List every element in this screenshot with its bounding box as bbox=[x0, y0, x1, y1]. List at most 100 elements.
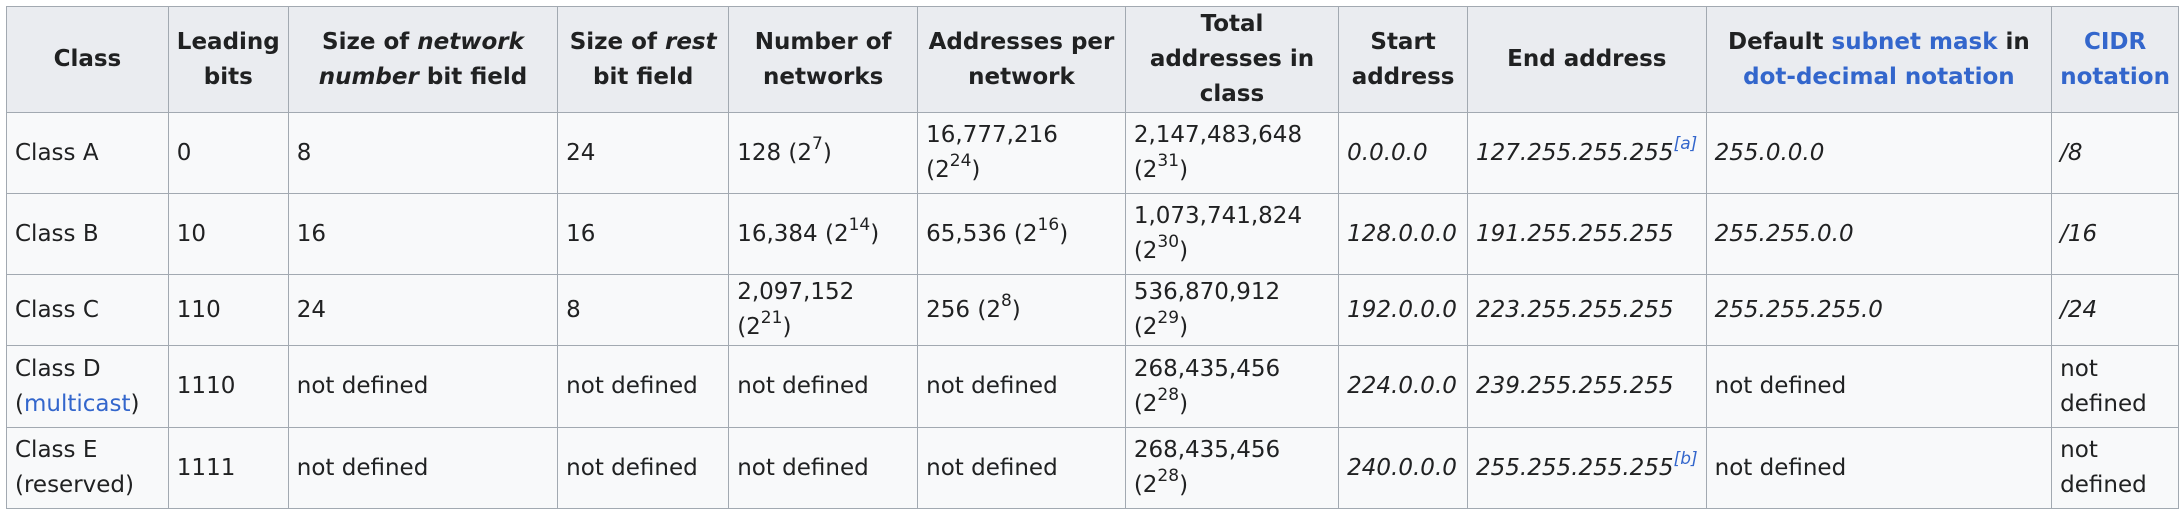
multicast-link[interactable]: multicast bbox=[23, 390, 131, 417]
cell-rest-bits: 16 bbox=[557, 193, 730, 275]
cell-cidr: not defined bbox=[2051, 345, 2179, 428]
cell-leading-bits: 1110 bbox=[167, 345, 289, 428]
cell-cidr: /8 bbox=[2051, 112, 2179, 194]
dot-decimal-notation-link[interactable]: dot-decimal notation bbox=[1743, 63, 2015, 90]
header-network-size: Size of network number bit field bbox=[287, 6, 559, 113]
header-addr-per-network: Addresses per network bbox=[917, 6, 1126, 113]
value-close: ) bbox=[870, 220, 880, 247]
cell-class: Class D (multicast) bbox=[6, 345, 169, 428]
cell-total-addresses: 268,435,456 (228) bbox=[1124, 427, 1340, 509]
cell-default-mask: 255.255.0.0 bbox=[1705, 193, 2053, 275]
cell-network-bits: 24 bbox=[287, 274, 559, 346]
value-close: ) bbox=[1179, 390, 1189, 417]
cell-default-mask: not defined bbox=[1705, 345, 2053, 428]
cell-cidr: /16 bbox=[2051, 193, 2179, 275]
cell-class: Class E (reserved) bbox=[6, 427, 169, 509]
value-text: 16,384 (2 bbox=[737, 220, 849, 247]
cell-default-mask: 255.255.255.0 bbox=[1705, 274, 2053, 346]
cell-default-mask: 255.0.0.0 bbox=[1705, 112, 2053, 194]
header-leading-bits: Leading bits bbox=[167, 6, 289, 113]
header-num-networks: Number of networks bbox=[728, 6, 919, 113]
cell-num-networks: not defined bbox=[728, 427, 919, 509]
exponent: 28 bbox=[1157, 384, 1180, 405]
cell-network-bits: not defined bbox=[287, 427, 559, 509]
value-close: ) bbox=[1179, 472, 1189, 498]
cell-end-address: 127.255.255.255[a] bbox=[1467, 112, 1707, 194]
header-network-size-pre: Size of bbox=[322, 28, 418, 55]
header-default-mask: Default subnet mask in dot-decimal notat… bbox=[1705, 6, 2053, 113]
value-text: 16,777,216 (2 bbox=[926, 122, 1058, 183]
exponent: 24 bbox=[949, 151, 972, 171]
cell-rest-bits: not defined bbox=[557, 345, 730, 428]
cell-class: Class C bbox=[6, 274, 169, 346]
value-close: ) bbox=[1179, 238, 1189, 264]
header-end-address: End address bbox=[1467, 6, 1707, 113]
cell-rest-bits: 24 bbox=[557, 112, 730, 194]
value-text: 128 (2 bbox=[737, 139, 813, 166]
cell-start-address: 224.0.0.0 bbox=[1338, 345, 1469, 428]
cell-rest-bits: 8 bbox=[557, 274, 730, 346]
value-text: 268,435,456 (2 bbox=[1133, 437, 1281, 498]
cell-num-networks: not defined bbox=[728, 345, 919, 428]
cell-cidr: not defined bbox=[2051, 427, 2179, 509]
header-rest-size-pre: Size of bbox=[569, 28, 665, 55]
cell-num-networks: 2,097,152 (221) bbox=[728, 274, 919, 346]
value-text: 1,073,741,824 (2 bbox=[1133, 203, 1303, 264]
header-rest-size: Size of rest bit field bbox=[557, 6, 730, 113]
cell-network-bits: 8 bbox=[287, 112, 559, 194]
cell-class: Class A bbox=[6, 112, 169, 194]
exponent: 7 bbox=[812, 133, 823, 154]
exponent: 21 bbox=[760, 308, 783, 328]
value-text: 2,097,152 (2 bbox=[737, 279, 855, 340]
cell-class: Class B bbox=[6, 193, 169, 275]
footnote-a-link[interactable]: [a] bbox=[1673, 133, 1698, 154]
value-close: ) bbox=[1179, 314, 1189, 340]
cell-addr-per-network: not defined bbox=[917, 345, 1126, 428]
cell-leading-bits: 0 bbox=[167, 112, 289, 194]
cell-end-address: 239.255.255.255 bbox=[1467, 345, 1707, 428]
cell-total-addresses: 268,435,456 (228) bbox=[1124, 345, 1340, 428]
cell-start-address: 192.0.0.0 bbox=[1338, 274, 1469, 346]
end-address-text: 255.255.255.255 bbox=[1476, 454, 1674, 481]
value-text: 65,536 (2 bbox=[926, 220, 1038, 247]
exponent: 14 bbox=[848, 214, 871, 235]
cell-leading-bits: 10 bbox=[167, 193, 289, 275]
footnote-b-link[interactable]: [b] bbox=[1673, 448, 1698, 469]
header-total-addresses: Total addresses in class bbox=[1124, 6, 1340, 113]
value-text: 268,435,456 (2 bbox=[1133, 355, 1281, 417]
cell-end-address: 255.255.255.255[b] bbox=[1467, 427, 1707, 509]
exponent: 8 bbox=[1000, 290, 1012, 311]
value-close: ) bbox=[1059, 220, 1069, 247]
class-d-close: ) bbox=[130, 390, 140, 417]
value-close: ) bbox=[782, 314, 792, 340]
cell-network-bits: not defined bbox=[287, 345, 559, 428]
value-close: ) bbox=[1179, 157, 1189, 183]
cell-addr-per-network: 16,777,216 (224) bbox=[917, 112, 1126, 194]
cell-start-address: 128.0.0.0 bbox=[1338, 193, 1469, 275]
header-start-address: Start address bbox=[1338, 6, 1469, 113]
cell-addr-per-network: not defined bbox=[917, 427, 1126, 509]
cell-cidr: /24 bbox=[2051, 274, 2179, 346]
exponent: 30 bbox=[1157, 232, 1180, 252]
value-text: 536,870,912 (2 bbox=[1133, 279, 1281, 340]
header-row: Class Leading bits Size of network numbe… bbox=[6, 6, 2179, 113]
header-rest-size-post: bit field bbox=[593, 63, 694, 90]
value-text: 256 (2 bbox=[926, 296, 1001, 323]
cidr-notation-link[interactable]: CIDR notation bbox=[2051, 6, 2179, 113]
table-row: Class A 0 8 24 128 (27) 16,777,216 (224)… bbox=[6, 112, 2179, 194]
cell-total-addresses: 1,073,741,824 (230) bbox=[1124, 193, 1340, 275]
header-rest-size-em: rest bbox=[664, 28, 717, 55]
subnet-mask-link[interactable]: subnet mask bbox=[1831, 28, 1998, 55]
exponent: 28 bbox=[1157, 466, 1180, 486]
table-row: Class E (reserved) 1111 not defined not … bbox=[6, 427, 2179, 509]
value-close: ) bbox=[971, 157, 981, 183]
cell-start-address: 240.0.0.0 bbox=[1338, 427, 1469, 509]
table-row: Class C 110 24 8 2,097,152 (221) 256 (28… bbox=[6, 274, 2179, 346]
cell-leading-bits: 1111 bbox=[167, 427, 289, 509]
header-network-size-post: bit field bbox=[418, 63, 528, 90]
header-network-size-em: network number bbox=[318, 28, 524, 90]
exponent: 29 bbox=[1157, 308, 1180, 328]
cell-start-address: 0.0.0.0 bbox=[1338, 112, 1469, 194]
cell-end-address: 223.255.255.255 bbox=[1467, 274, 1707, 346]
header-mask-pre: Default bbox=[1728, 28, 1832, 55]
